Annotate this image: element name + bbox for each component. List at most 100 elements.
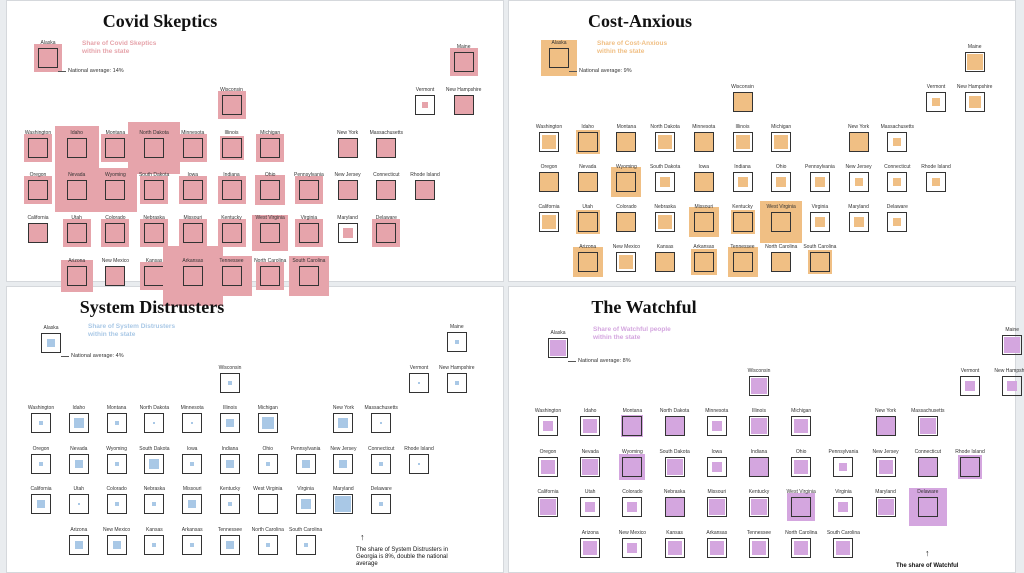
state-outline-square: [31, 453, 51, 474]
state-label: Missouri: [182, 486, 202, 492]
state-share-square: [114, 421, 119, 425]
state-share-square: [966, 54, 983, 70]
state-outline-square: [791, 497, 812, 517]
state-outline-square: [791, 537, 812, 558]
state-outline-square: [144, 266, 165, 286]
state-label: Tennessee: [730, 244, 755, 250]
state-share-square: [694, 133, 713, 151]
state-share-square: [619, 255, 634, 269]
state-label: Washington: [534, 408, 562, 414]
state-share-square: [454, 340, 459, 344]
state-label: California: [27, 215, 49, 222]
state-outline-square: [926, 92, 946, 112]
state-share-square: [849, 133, 868, 151]
state-label: Rhode Island: [404, 445, 434, 452]
state-share-square: [794, 459, 809, 474]
state-share-square: [667, 540, 682, 555]
state-outline-square: [182, 534, 203, 555]
state-label: West Virginia: [786, 489, 816, 495]
state-share-square: [301, 459, 310, 468]
state-outline-square: [106, 494, 127, 514]
state-share-square: [128, 121, 181, 174]
state-share-square: [752, 540, 766, 555]
state-outline-square: [964, 52, 985, 72]
state-share-square: [542, 135, 556, 149]
state-label: Rhode Island: [410, 172, 440, 179]
state-outline-square: [144, 534, 165, 555]
state-share-square: [619, 453, 646, 480]
state-label: New York: [848, 124, 870, 130]
state-share-square: [226, 419, 234, 427]
state-share-square: [379, 502, 384, 506]
state-label: Massachusetts: [880, 124, 914, 130]
state-share-square: [542, 215, 556, 229]
state-label: North Dakota: [139, 129, 169, 136]
state-outline-square: [220, 453, 240, 474]
state-share-square: [60, 260, 93, 292]
state-outline-square: [809, 252, 830, 272]
state-label: Connecticut: [367, 445, 395, 452]
state-share-square: [453, 94, 474, 115]
state-outline-square: [376, 223, 397, 244]
state-label: North Dakota: [659, 408, 690, 414]
state-label: New York: [337, 129, 359, 136]
state-outline-square: [887, 172, 908, 192]
national-average-label: National average: 14%: [68, 68, 124, 74]
state-label: Nevada: [68, 172, 86, 179]
state-outline-square: [771, 212, 792, 232]
legend-sample-square: [541, 40, 577, 76]
state-share-square: [968, 96, 981, 108]
state-outline-square: [539, 212, 559, 232]
state-share-square: [77, 503, 80, 505]
state-label: New Mexico: [618, 529, 647, 536]
state-label: Pennsylvania: [294, 172, 324, 179]
state-label: Virginia: [811, 204, 829, 210]
state-share-square: [261, 417, 274, 429]
state-label: Alaska: [551, 40, 567, 46]
state-outline-square: [182, 180, 203, 201]
state-outline-square: [622, 416, 643, 436]
state-outline-square: [848, 172, 869, 192]
state-share-square: [694, 173, 713, 191]
state-label: Vermont: [409, 364, 429, 371]
state-label: New York: [332, 405, 354, 411]
state-label: North Carolina: [785, 529, 818, 536]
state-label: New Jersey: [872, 448, 899, 455]
state-outline-square: [28, 137, 48, 158]
state-outline-square: [182, 494, 203, 514]
state-outline-square: [337, 223, 358, 244]
state-share-square: [583, 419, 598, 433]
state-outline-square: [706, 416, 727, 436]
state-label: Michigan: [791, 408, 812, 414]
state-label: New Jersey: [334, 172, 361, 179]
state-label: South Carolina: [289, 526, 323, 533]
state-outline-square: [749, 375, 769, 396]
state-outline-square: [1002, 335, 1023, 355]
state-share-square: [730, 210, 755, 234]
state-share-square: [338, 418, 349, 428]
state-share-square: [342, 228, 353, 239]
state-label: Rhode Island: [921, 164, 951, 170]
state-label: Idaho: [581, 124, 594, 130]
state-outline-square: [693, 172, 714, 192]
state-label: Oregon: [539, 448, 557, 455]
state-label: Massachusetts: [911, 408, 945, 414]
state-label: Virginia: [297, 486, 314, 492]
state-label: Colorado: [106, 486, 127, 492]
state-share-square: [226, 540, 234, 549]
annotation-arrow: ↑: [925, 548, 930, 558]
state-share-square: [690, 249, 717, 275]
state-outline-square: [848, 132, 869, 152]
state-outline-square: [295, 534, 316, 555]
state-label: Kansas: [656, 244, 674, 250]
state-label: Wisconsin: [218, 364, 242, 371]
state-outline-square: [182, 137, 203, 158]
state-outline-square: [833, 497, 854, 517]
state-label: Kentucky: [732, 204, 753, 210]
state-share-square: [893, 218, 902, 226]
legend-line: [568, 361, 576, 362]
state-share-square: [93, 168, 138, 213]
state-outline-square: [706, 537, 727, 558]
state-share-square: [665, 417, 684, 435]
state-share-square: [74, 540, 83, 549]
